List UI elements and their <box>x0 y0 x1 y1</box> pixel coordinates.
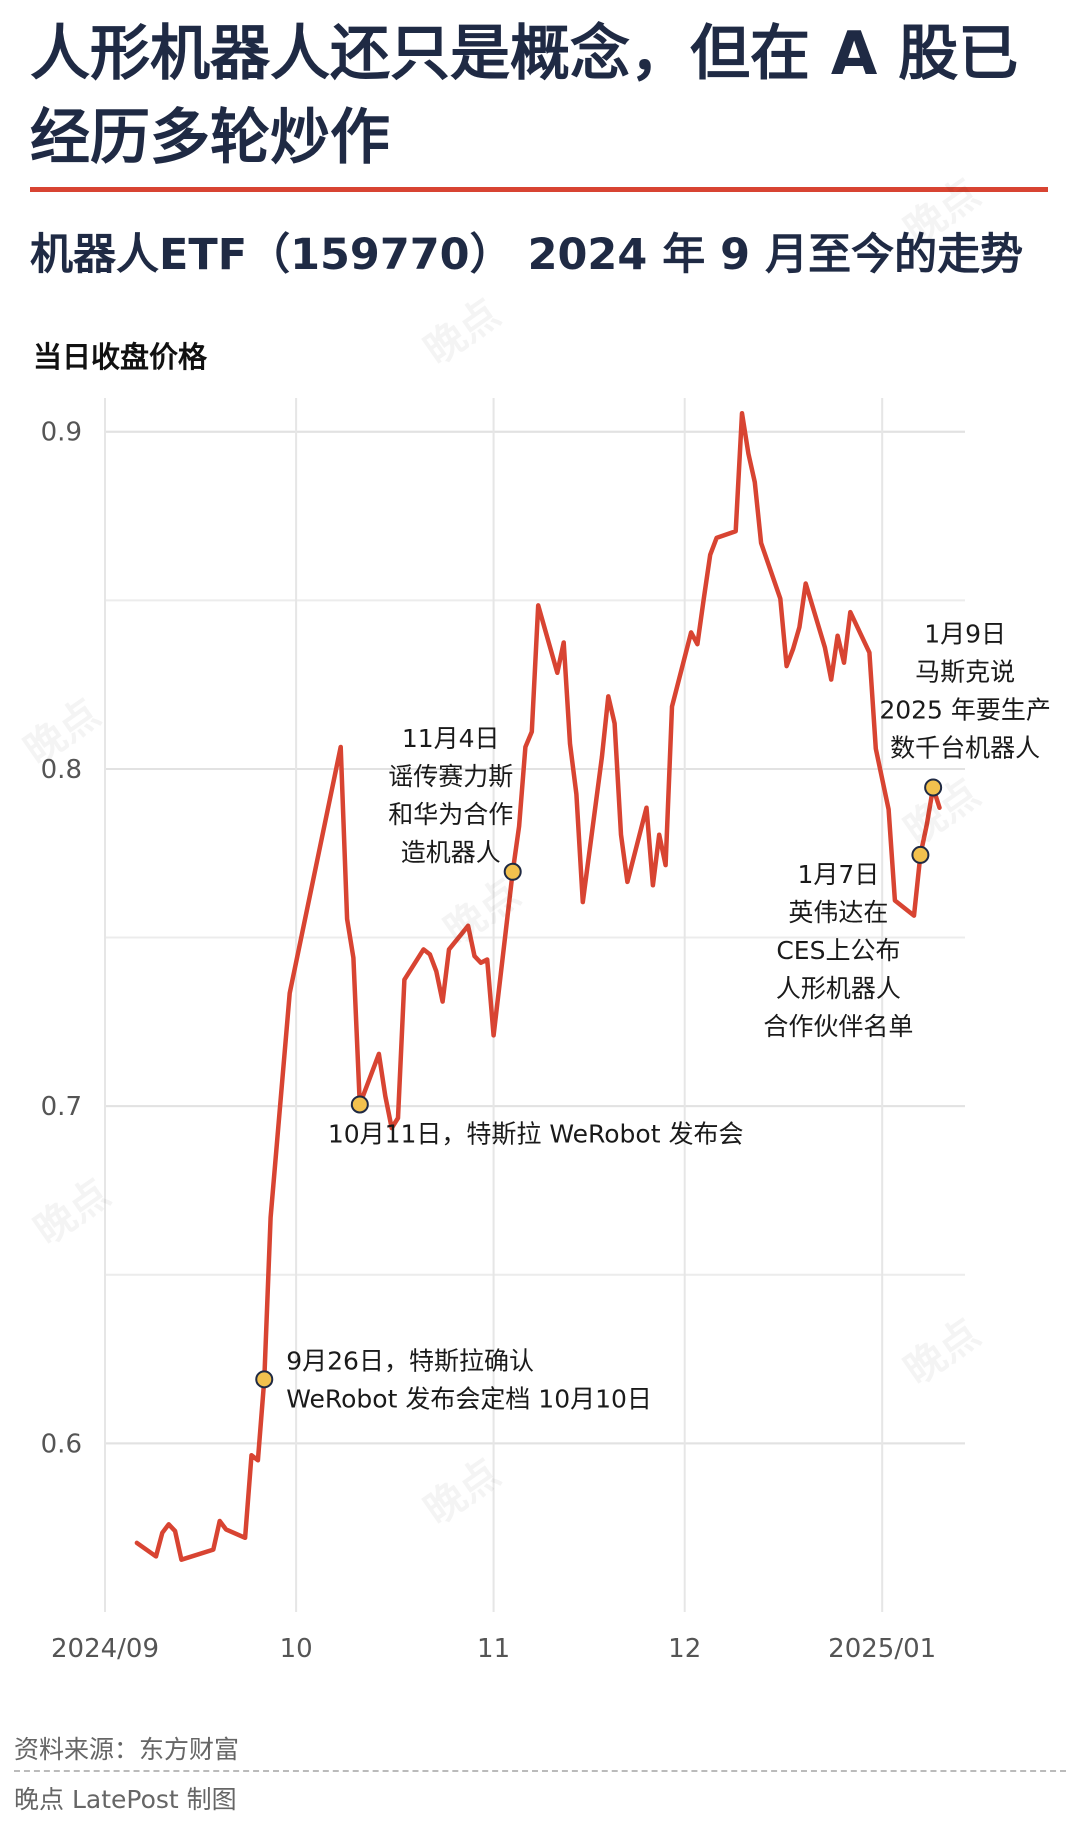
annotation-line: 谣传赛力斯 <box>388 762 513 791</box>
x-tick-label: 10 <box>280 1634 313 1664</box>
annotation-line: CES上公布 <box>776 936 900 965</box>
annotation-line: 人形机器人 <box>776 974 901 1003</box>
annotation-line: 9月26日，特斯拉确认 <box>286 1346 534 1375</box>
x-tick-label: 11 <box>477 1634 510 1664</box>
series-layer <box>134 410 942 1562</box>
y-tick-label: 0.8 <box>41 755 82 785</box>
annotation-line: 数千台机器人 <box>890 733 1040 762</box>
event-marker <box>924 778 943 797</box>
line-chart: 0.6 0.7 0.8 0.9 2024/09 10 11 12 2025/01 9月26日，特… <box>41 398 1051 1664</box>
annotation-line: 1月9日 <box>924 619 1006 648</box>
title-underline <box>30 187 1048 192</box>
annotation-label: 9月26日，特斯拉确认 WeRobot 发布会定档 10月10日 <box>286 1346 652 1413</box>
annotation-line: 和华为合作 <box>388 800 513 829</box>
source-note: 资料来源：东方财富 <box>14 1735 240 1764</box>
annotation-line: 10月11日，特斯拉 WeRobot 发布会 <box>328 1119 744 1148</box>
credit-note: 晚点 LatePost 制图 <box>14 1785 237 1814</box>
annotation-line: 2025 年要生产 <box>879 695 1051 724</box>
event-marker <box>255 1370 274 1389</box>
annotation-labels: 9月26日，特斯拉确认 WeRobot 发布会定档 10月10日 10月11日，特斯… <box>286 619 1051 1413</box>
footer-divider <box>14 1770 1066 1772</box>
page-title: 人形机器人还只是概念，但在 A 股已经历多轮炒作 <box>30 19 1019 173</box>
event-marker <box>503 862 522 881</box>
axis-labels: 0.6 0.7 0.8 0.9 2024/09 10 11 12 2025/01 <box>41 418 937 1664</box>
annotation-line: 造机器人 <box>401 838 501 867</box>
annotation-line: 合作伙伴名单 <box>763 1012 913 1041</box>
y-axis-unit-label: 当日收盘价格 <box>33 340 208 374</box>
x-tick-label: 2024/09 <box>51 1634 159 1664</box>
annotation-markers <box>255 778 943 1389</box>
event-marker <box>911 845 930 864</box>
y-tick-label: 0.7 <box>41 1092 82 1122</box>
x-tick-label: 2025/01 <box>828 1634 936 1664</box>
annotation-line: 11月4日 <box>402 724 500 753</box>
annotation-line: 马斯克说 <box>915 657 1015 686</box>
chart-subtitle: 机器人ETF（159770） 2024 年 9 月至今的走势 <box>30 230 1024 280</box>
annotation-line: 1月7日 <box>798 860 880 889</box>
event-marker <box>350 1095 369 1114</box>
annotation-line: 英伟达在 <box>788 898 888 927</box>
price-line <box>134 410 942 1562</box>
x-tick-label: 12 <box>668 1634 701 1664</box>
grid-layer <box>104 398 965 1612</box>
annotation-line: WeRobot 发布会定档 10月10日 <box>286 1384 652 1413</box>
y-tick-label: 0.9 <box>41 418 82 448</box>
annotation-label: 10月11日，特斯拉 WeRobot 发布会 <box>328 1119 744 1148</box>
y-tick-label: 0.6 <box>41 1429 82 1459</box>
